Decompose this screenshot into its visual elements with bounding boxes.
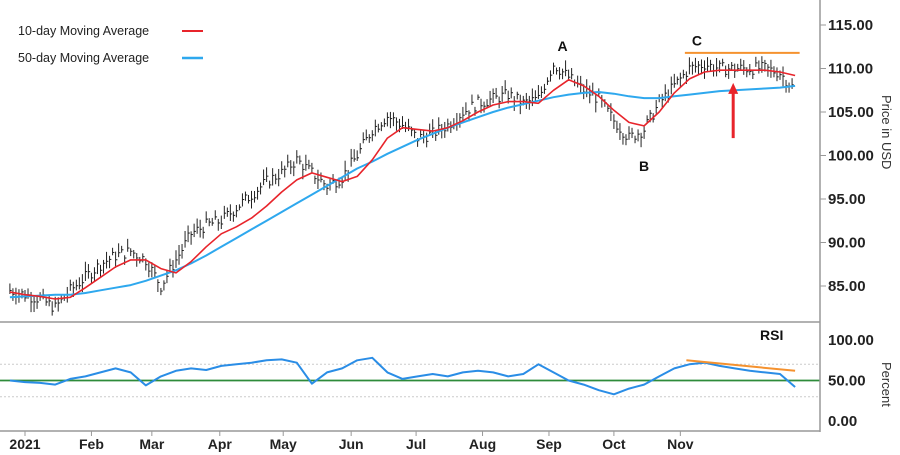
price-tick-label: 115.00 [828,17,873,34]
price-tick-label: 85.00 [828,278,866,295]
rsi-tick-label: 0.00 [828,413,857,430]
month-label: Jun [339,436,364,452]
price-tick-label: 95.00 [828,191,866,208]
rsi-tick-label: 100.00 [828,332,874,349]
month-label: Nov [667,436,694,452]
month-label: May [270,436,297,452]
price-tick-label: 90.00 [828,235,866,252]
legend-label-ma50: 50-day Moving Average [18,51,149,65]
price-tick-label: 100.00 [828,148,874,165]
rsi-panel [0,356,820,396]
rsi-axis-title: Percent [879,362,894,407]
price-tick-label: 110.00 [828,61,873,78]
legend: 10-day Moving Average 50-day Moving Aver… [18,24,203,65]
ma10-line [9,69,796,300]
legend-label-ma10: 10-day Moving Average [18,24,149,38]
price-panel: A B C [9,33,800,316]
annotation-c: C [692,33,702,49]
price-axis-title: Price in USD [879,95,894,169]
up-arrow-head [728,82,739,94]
ma50-line [9,84,796,299]
month-label: Feb [79,436,104,452]
annotation-a: A [557,38,567,54]
month-label: Jul [406,436,426,452]
month-label: Mar [139,436,164,452]
rsi-line [9,356,796,396]
month-label: Apr [208,436,233,452]
month-label: 2021 [9,436,40,452]
price-tick-label: 105.00 [828,104,874,121]
rsi-tick-label: 50.00 [828,373,866,390]
rsi-title: RSI [760,327,783,343]
month-label: Oct [602,436,626,452]
month-label: Aug [469,436,496,452]
month-label: Sep [536,436,562,452]
annotation-b: B [639,158,649,174]
rsi-trendline [686,359,796,372]
